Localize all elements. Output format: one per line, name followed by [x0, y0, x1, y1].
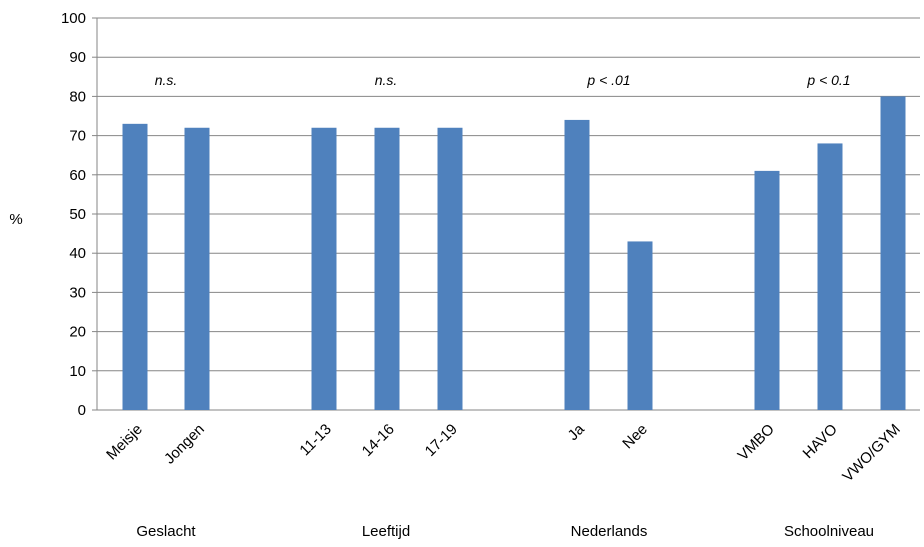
x-tick-label: Ja	[565, 420, 589, 444]
group-labels: Geslacht Leeftijd Nederlands Schoolniveau	[136, 523, 874, 540]
bar-jongen	[184, 127, 210, 410]
group-label: Nederlands	[571, 523, 648, 540]
y-tick-label: 50	[69, 206, 86, 223]
x-tick-label: 17-19	[422, 421, 461, 460]
group-label: Schoolniveau	[784, 523, 874, 540]
category-labels: Meisje Jongen 11-13 14-16 17-19 Ja Nee VMBO HAVO…	[103, 420, 904, 485]
bar-vmbo	[754, 170, 780, 410]
bar-ja	[564, 119, 590, 411]
y-tick-label: 40	[69, 245, 86, 262]
bar-meisje	[122, 123, 148, 410]
bar-17-19	[437, 127, 463, 410]
x-tick-label: 11-13	[296, 421, 334, 459]
bar-nee	[627, 241, 653, 410]
y-tick-label: 100	[61, 10, 86, 27]
x-tick-label: HAVO	[800, 421, 841, 462]
bar-14-16	[374, 127, 400, 410]
significance-labels: n.s. n.s. p < .01 p < 0.1	[155, 72, 851, 88]
x-tick-label: 14-16	[359, 421, 398, 460]
bar-vwo-gym	[880, 96, 906, 411]
y-tick-label: 90	[69, 49, 86, 66]
y-tick-label: 0	[78, 402, 86, 419]
significance-label: p < .01	[586, 72, 630, 88]
group-label: Leeftijd	[362, 523, 410, 540]
bar-havo	[817, 143, 843, 410]
y-tick-label: 80	[69, 88, 86, 105]
x-tick-label: VWO/GYM	[839, 421, 903, 485]
gridlines	[97, 17, 920, 372]
bar-11-13	[311, 127, 337, 410]
x-tick-label: Nee	[619, 421, 650, 452]
significance-label: n.s.	[375, 72, 398, 88]
y-tick-label: 70	[69, 128, 86, 145]
group-label: Geslacht	[136, 523, 196, 540]
y-tick-label: 10	[69, 363, 86, 380]
bars	[122, 96, 906, 411]
y-tick-label: 30	[69, 284, 86, 301]
significance-label: p < 0.1	[806, 72, 850, 88]
y-axis: 0 10 20 30 40 50 60 70 80 90 100	[61, 10, 920, 419]
y-tick-label: 20	[69, 324, 86, 341]
y-tick-label: 60	[69, 167, 86, 184]
significance-label: n.s.	[155, 72, 178, 88]
x-tick-label: Meisje	[103, 421, 146, 464]
y-axis-label: %	[9, 211, 22, 228]
x-tick-label: VMBO	[735, 421, 778, 464]
x-tick-label: Jongen	[161, 421, 208, 468]
